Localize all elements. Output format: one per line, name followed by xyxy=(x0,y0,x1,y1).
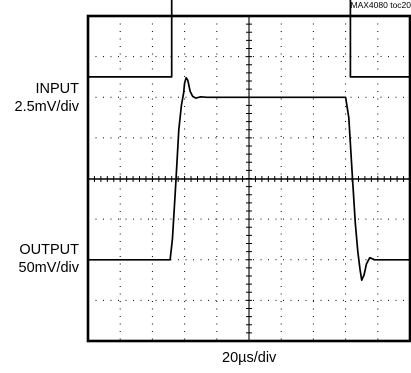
time-scale-label: 20µs/div xyxy=(222,350,277,366)
traces xyxy=(88,0,410,281)
input-trace xyxy=(88,0,410,78)
figure-id: MAX4080 toc20 xyxy=(350,0,411,10)
output-trace xyxy=(88,76,410,281)
grid xyxy=(88,16,410,341)
output-channel-label: OUTPUT xyxy=(19,242,79,258)
input-channel-scale: 2.5mV/div xyxy=(14,99,79,115)
output-channel-scale: 50mV/div xyxy=(18,260,79,276)
input-channel-label: INPUT xyxy=(35,81,80,97)
